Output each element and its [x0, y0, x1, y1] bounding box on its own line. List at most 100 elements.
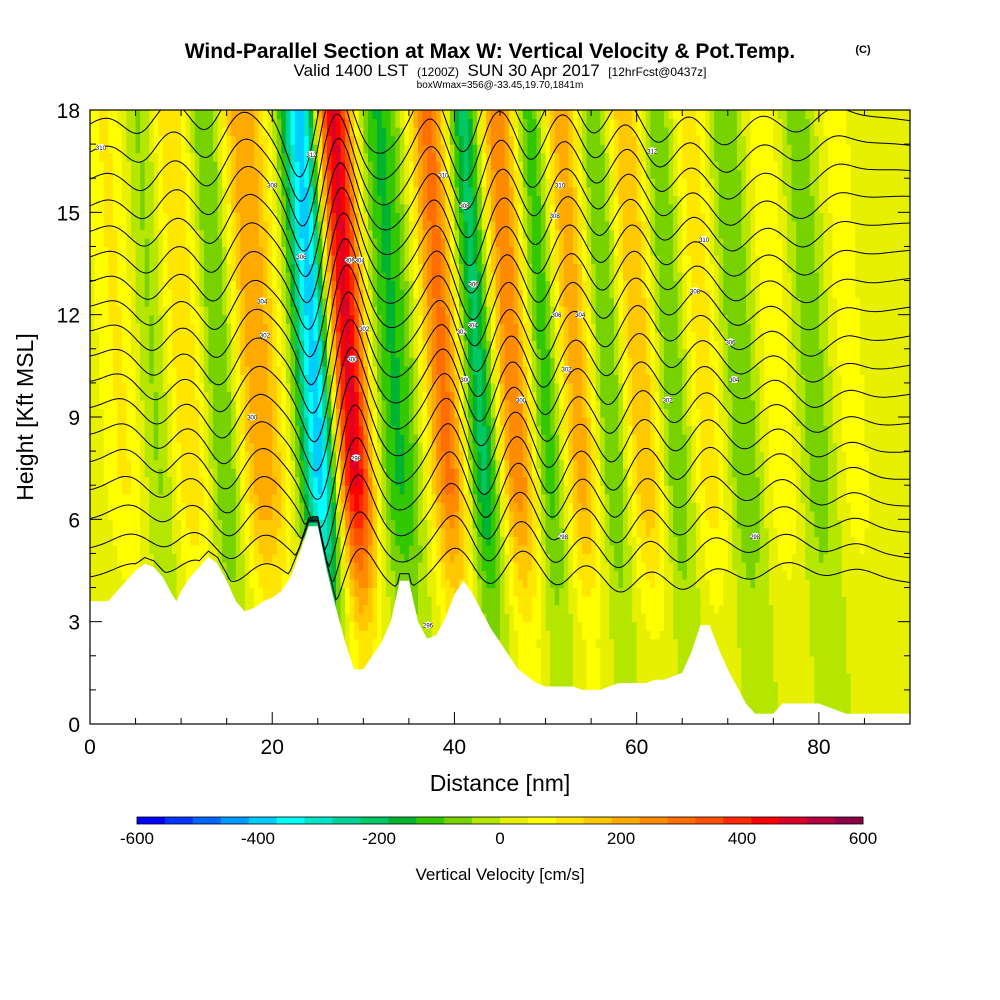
field-cell [869, 664, 875, 674]
field-cell [668, 664, 674, 674]
field-cell [449, 561, 456, 572]
field-cell [181, 519, 187, 529]
field-cell [636, 493, 642, 503]
field-cell [112, 561, 118, 572]
field-cell [550, 664, 556, 674]
field-cell [613, 655, 620, 665]
field-cell [832, 519, 838, 529]
field-cell [832, 621, 838, 631]
field-cell [869, 596, 875, 606]
field-cell [650, 570, 656, 580]
field-cell [600, 510, 606, 520]
field-cell [837, 536, 843, 546]
field-cell [149, 493, 155, 503]
field-cell [664, 561, 670, 572]
field-cell [600, 604, 606, 614]
field-cell [235, 502, 241, 512]
field-cell [372, 510, 378, 520]
field-cell [609, 630, 615, 640]
field-cell [823, 655, 829, 665]
field-cell [536, 664, 542, 674]
field-cell [545, 561, 551, 572]
field-cell [181, 502, 187, 512]
field-cell [541, 527, 547, 537]
field-cell [363, 561, 369, 572]
field-cell [682, 502, 688, 512]
field-cell [787, 664, 793, 674]
field-cell [823, 553, 829, 563]
field-cell [531, 561, 538, 572]
field-cell [326, 510, 333, 520]
field-cell [632, 638, 638, 648]
field-cell [522, 638, 528, 648]
field-cell [882, 596, 888, 606]
field-cell [349, 536, 355, 546]
field-cell [541, 596, 547, 606]
field-cell [700, 587, 706, 597]
field-cell [121, 553, 128, 563]
field-cell [773, 510, 779, 520]
field-cell [554, 536, 560, 546]
field-cell [613, 519, 620, 529]
field-cell [850, 553, 856, 563]
field-cell [905, 647, 910, 657]
field-cell [727, 570, 733, 580]
field-cell [199, 485, 205, 495]
field-cell [782, 596, 788, 606]
field-cell [358, 570, 364, 580]
field-cell [709, 604, 715, 614]
field-cell [809, 604, 815, 614]
field-cell [372, 570, 378, 580]
field-cell [162, 510, 169, 520]
field-cell [673, 621, 679, 631]
field-cell [855, 579, 861, 589]
field-cell [718, 638, 724, 648]
field-cell [787, 647, 793, 657]
field-cell [440, 579, 446, 589]
field-cell [217, 553, 223, 563]
field-cell [891, 604, 897, 614]
field-cell [108, 579, 114, 589]
field-cell [645, 664, 651, 674]
field-cell [800, 519, 806, 529]
field-cell [796, 596, 802, 606]
field-cell [358, 604, 364, 614]
field-cell [481, 604, 487, 614]
field-cell [267, 536, 273, 546]
field-cell [381, 493, 387, 503]
field-cell [632, 672, 638, 682]
field-cell [522, 527, 528, 537]
field-cell [413, 510, 419, 520]
field-cell [112, 527, 118, 537]
field-cell [153, 502, 159, 512]
field-cell [686, 613, 692, 623]
field-cell [859, 621, 866, 631]
field-cell [285, 510, 292, 520]
field-cell [504, 604, 510, 614]
field-cell [723, 561, 729, 572]
field-cell [226, 579, 232, 589]
field-cell [677, 510, 683, 520]
field-cell [108, 561, 114, 572]
field-cell [718, 621, 724, 631]
field-cell [873, 570, 879, 580]
field-cell [896, 544, 902, 555]
field-cell [358, 655, 364, 665]
field-cell [199, 502, 205, 512]
field-cell [345, 519, 351, 529]
field-cell [140, 502, 146, 512]
field-cell [326, 536, 333, 546]
field-cell [568, 553, 574, 563]
field-cell [887, 630, 893, 640]
field-cell [272, 519, 278, 529]
field-cell [905, 689, 910, 700]
field-cell [582, 630, 588, 640]
field-cell [504, 596, 510, 606]
field-cell [440, 561, 446, 572]
field-cell [682, 561, 688, 572]
field-cell [668, 493, 674, 503]
field-cell [627, 596, 633, 606]
field-cell [500, 553, 506, 563]
field-cell [121, 570, 128, 580]
field-cell [746, 596, 752, 606]
